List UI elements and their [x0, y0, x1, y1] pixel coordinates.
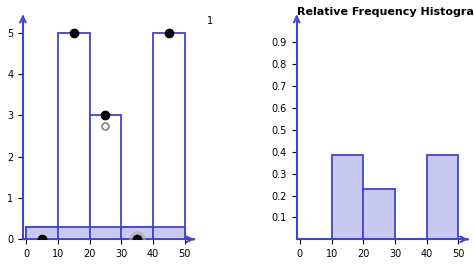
Bar	[26, 227, 58, 239]
Bar	[332, 155, 364, 239]
Bar	[90, 227, 121, 239]
Bar	[58, 227, 90, 239]
Bar	[26, 227, 58, 239]
Bar	[364, 189, 395, 239]
Bar	[121, 227, 153, 239]
Bar	[58, 33, 90, 239]
Bar	[90, 115, 121, 239]
Bar	[153, 33, 185, 239]
Text: Relative Frequency Histogram: Relative Frequency Histogram	[297, 7, 474, 17]
Bar	[427, 155, 458, 239]
Text: 1: 1	[207, 15, 213, 26]
Bar	[153, 227, 185, 239]
Bar	[121, 227, 153, 239]
